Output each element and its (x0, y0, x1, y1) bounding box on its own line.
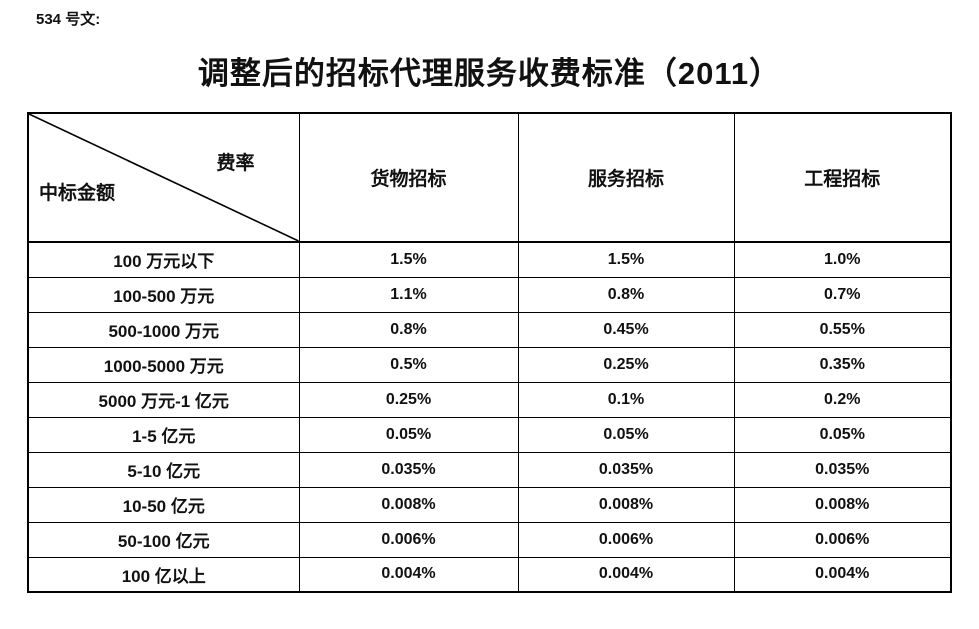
column-header: 货物招标 (298, 112, 519, 243)
table-row: 50-100 亿元 0.006% 0.006% 0.006% (27, 521, 952, 558)
row-label: 500-1000 万元 (27, 311, 300, 348)
fee-cell: 0.8% (298, 311, 519, 348)
fee-cell: 0.035% (298, 451, 519, 488)
row-label: 1000-5000 万元 (27, 346, 300, 383)
fee-cell: 0.035% (517, 451, 735, 488)
table-row: 100-500 万元 1.1% 0.8% 0.7% (27, 276, 952, 313)
table-row: 10-50 亿元 0.008% 0.008% 0.008% (27, 486, 952, 523)
fee-cell: 0.2% (733, 381, 952, 418)
fee-cell: 0.006% (517, 521, 735, 558)
table-row: 1000-5000 万元 0.5% 0.25% 0.35% (27, 346, 952, 383)
fee-cell: 0.008% (298, 486, 519, 523)
corner-cell: 费率 中标金额 (27, 112, 300, 243)
page-title: 调整后的招标代理服务收费标准（2011） (197, 56, 782, 91)
row-label: 100 万元以下 (27, 241, 300, 278)
corner-label-rate: 费率 (216, 153, 255, 174)
fee-cell: 0.05% (733, 416, 952, 453)
fee-standard-table: 费率 中标金额 货物招标 服务招标 工程招标 100 万元以下 1.5% 1.5% 1.0… (27, 112, 952, 593)
table-body: 100 万元以下 1.5% 1.5% 1.0% 100-500 万元 1.1% 0.8% 0.… (27, 241, 952, 593)
fee-cell: 0.05% (298, 416, 519, 453)
document-ref-label: 534 号文: (36, 11, 101, 28)
column-header: 工程招标 (733, 112, 952, 243)
table-row: 1-5 亿元 0.05% 0.05% 0.05% (27, 416, 952, 453)
fee-cell: 0.004% (733, 556, 952, 593)
fee-cell: 0.05% (517, 416, 735, 453)
fee-cell: 0.45% (517, 311, 735, 348)
fee-cell: 0.1% (517, 381, 735, 418)
table-row: 5-10 亿元 0.035% 0.035% 0.035% (27, 451, 952, 488)
row-label: 5-10 亿元 (27, 451, 300, 488)
fee-cell: 0.5% (298, 346, 519, 383)
fee-cell: 0.004% (517, 556, 735, 593)
table-row: 5000 万元-1 亿元 0.25% 0.1% 0.2% (27, 381, 952, 418)
fee-cell: 0.004% (298, 556, 519, 593)
fee-cell: 0.35% (733, 346, 952, 383)
fee-cell: 1.5% (298, 241, 519, 278)
table-row: 100 亿以上 0.004% 0.004% 0.004% (27, 556, 952, 593)
row-label: 100-500 万元 (27, 276, 300, 313)
row-label: 1-5 亿元 (27, 416, 300, 453)
fee-cell: 0.8% (517, 276, 735, 313)
fee-cell: 0.006% (298, 521, 519, 558)
fee-cell: 0.25% (517, 346, 735, 383)
diagonal-line (29, 114, 299, 241)
fee-cell: 0.006% (733, 521, 952, 558)
fee-cell: 1.1% (298, 276, 519, 313)
table-row: 500-1000 万元 0.8% 0.45% 0.55% (27, 311, 952, 348)
fee-cell: 0.7% (733, 276, 952, 313)
column-header: 服务招标 (517, 112, 735, 243)
row-label: 50-100 亿元 (27, 521, 300, 558)
fee-cell: 0.25% (298, 381, 519, 418)
header-row: 费率 中标金额 货物招标 服务招标 工程招标 (27, 112, 952, 243)
fee-cell: 1.0% (733, 241, 952, 278)
fee-cell: 0.008% (733, 486, 952, 523)
fee-cell: 0.008% (517, 486, 735, 523)
fee-cell: 0.035% (733, 451, 952, 488)
corner-label-amount: 中标金额 (39, 183, 116, 204)
table-row: 100 万元以下 1.5% 1.5% 1.0% (27, 241, 952, 278)
row-label: 10-50 亿元 (27, 486, 300, 523)
row-label: 100 亿以上 (27, 556, 300, 593)
row-label: 5000 万元-1 亿元 (27, 381, 300, 418)
fee-cell: 1.5% (517, 241, 735, 278)
fee-cell: 0.55% (733, 311, 952, 348)
